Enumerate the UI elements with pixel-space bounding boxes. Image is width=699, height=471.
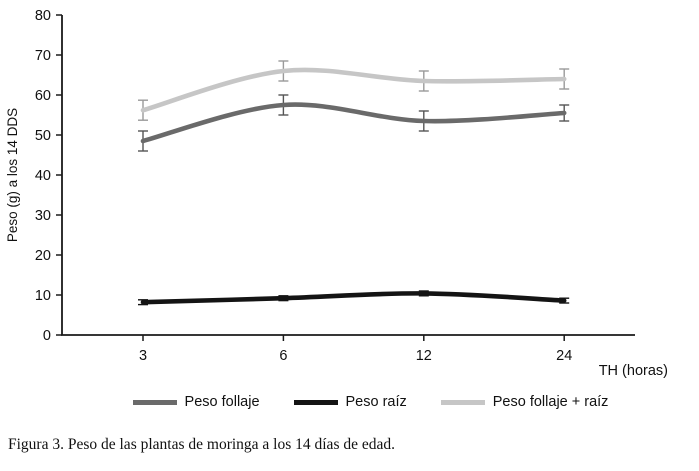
svg-text:40: 40 (35, 168, 51, 184)
legend-item-follaje-raiz: Peso follaje + raíz (440, 394, 609, 410)
legend-label-follaje: Peso follaje (184, 394, 260, 410)
svg-text:30: 30 (35, 208, 51, 224)
svg-text:3: 3 (139, 348, 147, 364)
legend-item-raiz: Peso raíz (293, 394, 407, 410)
legend-swatch-follaje-raiz-icon (440, 399, 485, 405)
line-chart: 0 10 20 30 40 50 60 70 80 3 6 12 24 Peso (g) a los 14… (5, 8, 668, 379)
figure-caption: Figura 3. Peso de las plantas de moringa… (8, 436, 395, 453)
svg-text:80: 80 (35, 8, 51, 24)
svg-text:6: 6 (279, 348, 287, 364)
svg-text:60: 60 (35, 88, 51, 104)
svg-text:20: 20 (35, 248, 51, 264)
legend-swatch-raiz-icon (293, 399, 338, 405)
legend-label-raiz: Peso raíz (345, 394, 407, 410)
svg-text:50: 50 (35, 128, 51, 144)
chart-legend: Peso follaje Peso raíz Peso follaje + ra… (42, 392, 699, 412)
svg-text:10: 10 (35, 288, 51, 304)
svg-text:24: 24 (556, 348, 572, 364)
legend-swatch-follaje-icon (132, 399, 177, 405)
svg-text:Peso (g) a los 14 DDS: Peso (g) a los 14 DDS (5, 108, 20, 242)
svg-text:TH (horas): TH (horas) (599, 363, 668, 379)
svg-text:0: 0 (43, 328, 51, 344)
legend-item-follaje: Peso follaje (132, 394, 260, 410)
svg-text:70: 70 (35, 48, 51, 64)
legend-label-follaje-raiz: Peso follaje + raíz (492, 394, 609, 410)
svg-text:12: 12 (416, 348, 432, 364)
